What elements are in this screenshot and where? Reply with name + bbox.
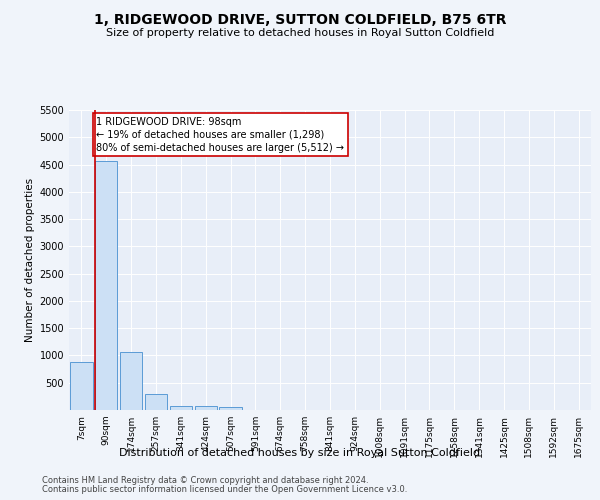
- Text: Contains public sector information licensed under the Open Government Licence v3: Contains public sector information licen…: [42, 485, 407, 494]
- Bar: [170, 406, 192, 410]
- Text: 1, RIDGEWOOD DRIVE, SUTTON COLDFIELD, B75 6TR: 1, RIDGEWOOD DRIVE, SUTTON COLDFIELD, B7…: [94, 12, 506, 26]
- Bar: [220, 408, 242, 410]
- Bar: [194, 406, 217, 410]
- Bar: [120, 352, 142, 410]
- Text: Distribution of detached houses by size in Royal Sutton Coldfield: Distribution of detached houses by size …: [119, 448, 481, 458]
- Bar: [145, 394, 167, 410]
- Bar: [70, 362, 92, 410]
- Text: 1 RIDGEWOOD DRIVE: 98sqm
← 19% of detached houses are smaller (1,298)
80% of sem: 1 RIDGEWOOD DRIVE: 98sqm ← 19% of detach…: [97, 116, 344, 153]
- Y-axis label: Number of detached properties: Number of detached properties: [25, 178, 35, 342]
- Bar: [95, 162, 118, 410]
- Text: Contains HM Land Registry data © Crown copyright and database right 2024.: Contains HM Land Registry data © Crown c…: [42, 476, 368, 485]
- Text: Size of property relative to detached houses in Royal Sutton Coldfield: Size of property relative to detached ho…: [106, 28, 494, 38]
